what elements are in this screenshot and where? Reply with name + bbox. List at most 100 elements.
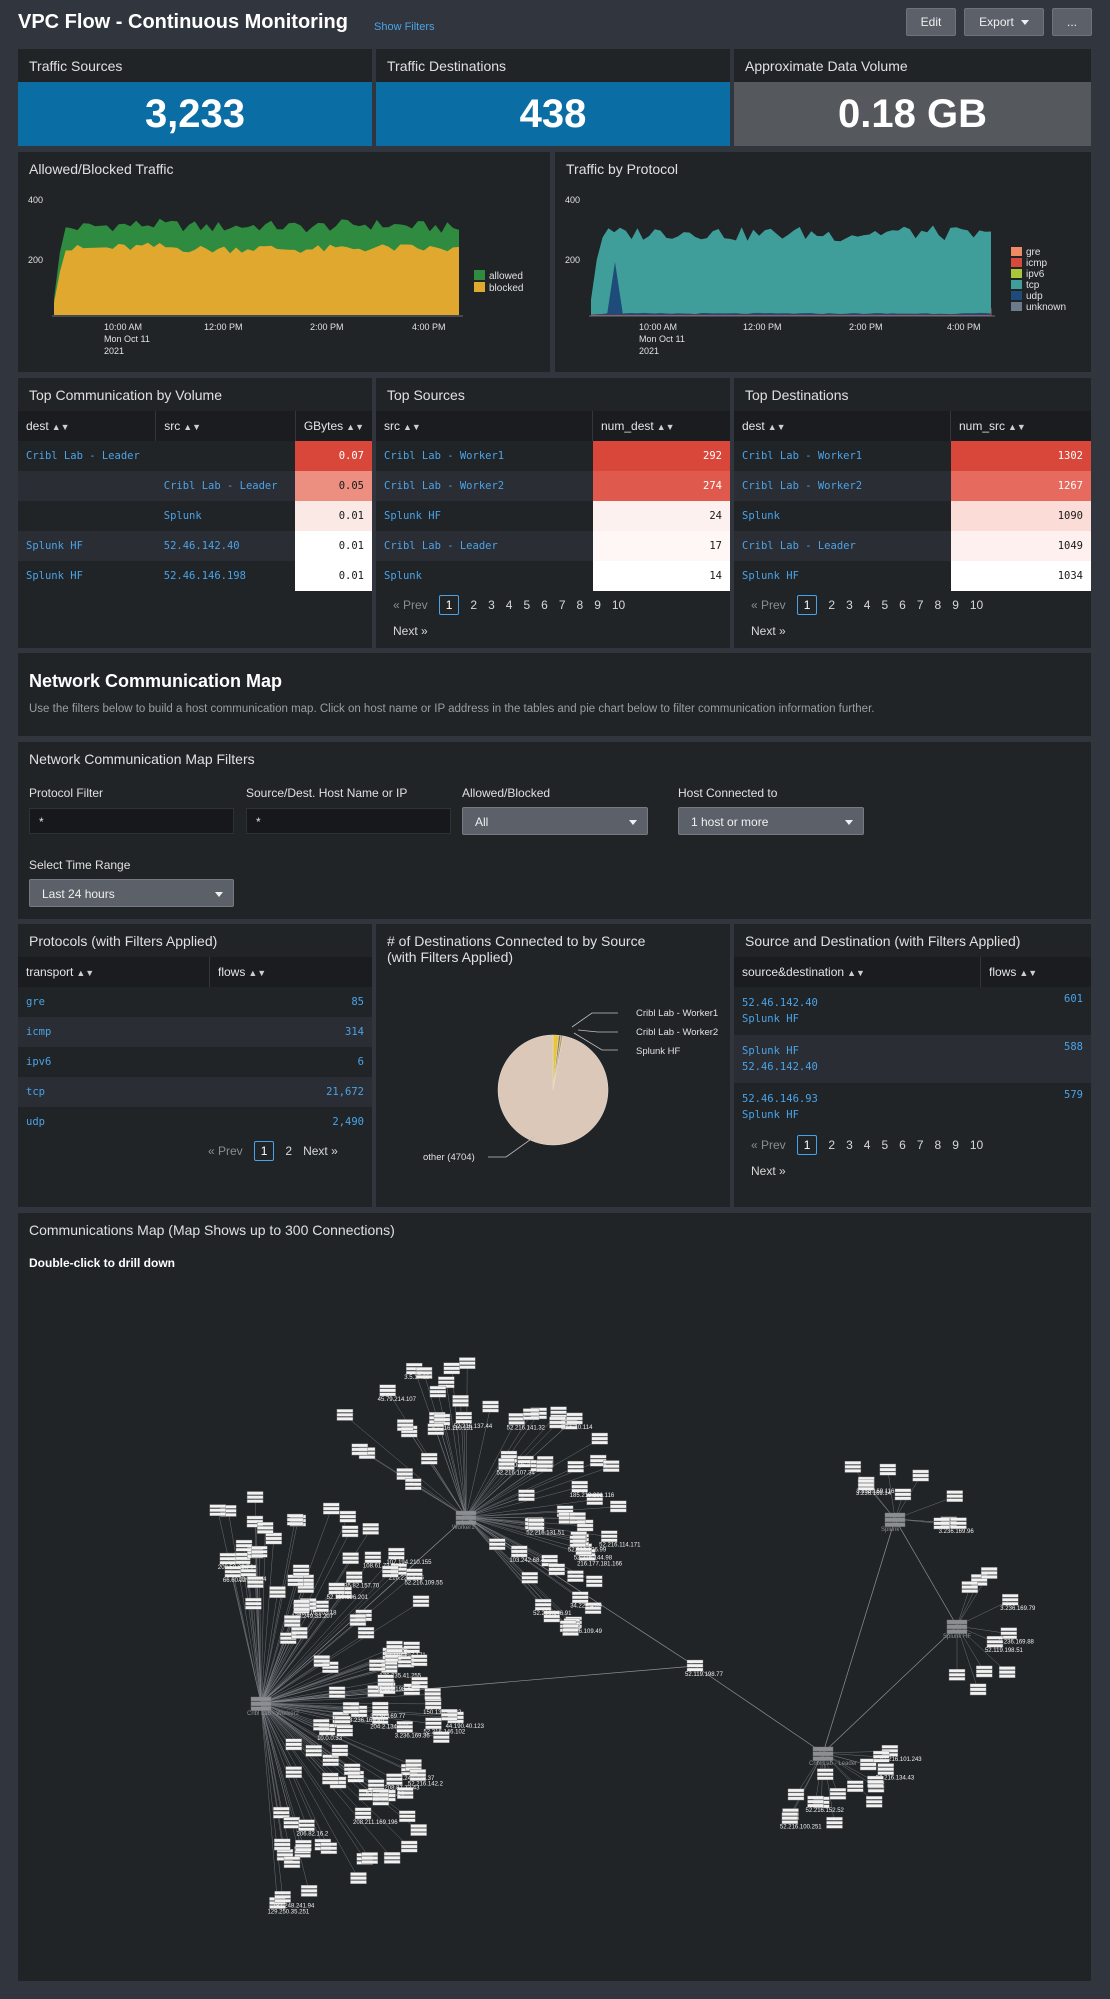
node-label[interactable]: 52.216.141.32 [507, 1425, 546, 1431]
server-node-icon[interactable] [420, 1452, 438, 1465]
node-label[interactable]: 52.216.142.2 [408, 1781, 444, 1787]
server-node-icon[interactable] [313, 1655, 330, 1667]
col-header-src[interactable]: src ▲▼ [376, 411, 593, 441]
node-label[interactable]: 10.0.0.164 [238, 1577, 267, 1583]
server-node-icon[interactable] [341, 1525, 359, 1538]
server-node-icon[interactable] [336, 1724, 353, 1737]
node-label[interactable]: 206.82.16.2 [297, 1832, 329, 1838]
pager-page[interactable]: 10 [969, 1138, 984, 1152]
server-node-icon[interactable] [235, 1539, 253, 1552]
dest-cell[interactable] [18, 501, 156, 531]
server-node-icon[interactable]: 3.236.169.88 [999, 1627, 1035, 1646]
node-label[interactable]: 52.216.109.55 [404, 1581, 443, 1587]
src-cell[interactable]: 52.46.142.40 [155, 531, 296, 561]
table-row[interactable]: Cribl Lab - Leader 0.05 [18, 471, 372, 501]
server-node-icon[interactable] [567, 1570, 584, 1583]
server-node-icon[interactable] [522, 1408, 540, 1420]
legend-label[interactable]: icmp [1026, 258, 1048, 269]
server-node-icon[interactable] [586, 1575, 603, 1588]
server-node-icon[interactable] [343, 1763, 361, 1776]
pager-page[interactable]: 4 [863, 1138, 871, 1152]
table-row[interactable]: Cribl Lab - Worker2 274 [376, 471, 730, 501]
pair-cell[interactable]: 52.46.142.40 Splunk HF [734, 987, 981, 1035]
server-node-icon[interactable] [362, 1523, 379, 1535]
pager-next[interactable]: Next » [303, 1144, 338, 1158]
pager-page[interactable]: 2 [285, 1144, 293, 1158]
node-label[interactable]: 209.50.63.74 [218, 1565, 254, 1571]
node-label[interactable]: 52.216.137.44 [454, 1424, 493, 1430]
pager-page[interactable]: 6 [541, 598, 548, 612]
server-node-icon[interactable] [610, 1500, 627, 1513]
pager-page[interactable]: 2 [828, 598, 836, 612]
server-node-icon[interactable] [284, 1615, 301, 1627]
pager-page[interactable]: 3 [846, 1138, 853, 1152]
server-node-icon[interactable] [396, 1468, 413, 1480]
server-node-icon[interactable] [459, 1357, 476, 1369]
gbytes-cell[interactable]: 0.01 [295, 531, 372, 561]
server-node-icon[interactable]: 185.218.231.116 [570, 1480, 615, 1499]
more-button[interactable]: ... [1052, 8, 1092, 36]
pager-page[interactable]: 5 [881, 1138, 889, 1152]
server-node-icon[interactable] [894, 1488, 912, 1501]
pager-page[interactable]: 9 [952, 598, 959, 612]
pager-prev[interactable]: « Prev [751, 1138, 786, 1152]
server-node-icon[interactable] [312, 1600, 329, 1613]
node-label[interactable]: 107.194.210.155 [386, 1560, 432, 1566]
server-node-icon[interactable] [433, 1731, 450, 1743]
table-row[interactable]: Cribl Lab - Worker2 1267 [734, 471, 1091, 501]
col-header-gbytes[interactable]: GBytes ▲▼ [295, 411, 372, 441]
server-node-icon[interactable] [415, 1367, 433, 1379]
table-row[interactable]: tcp 21,672 [18, 1077, 372, 1107]
server-node-icon[interactable] [336, 1409, 354, 1421]
node-label[interactable]: 35.82.157.70 [344, 1584, 380, 1590]
value-cell[interactable]: 1049 [950, 531, 1091, 561]
server-node-icon[interactable] [269, 1586, 286, 1598]
value-cell[interactable]: 17 [592, 531, 730, 561]
node-label[interactable]: 103.242.68.4 [509, 1558, 545, 1564]
server-node-icon[interactable] [998, 1666, 1016, 1678]
table-row[interactable]: Splunk HF 52.46.142.40 588 [734, 1035, 1091, 1083]
pie-label[interactable]: Cribl Lab - Worker2 [636, 1027, 718, 1038]
node-label[interactable]: 3.236.169.77 [370, 1714, 406, 1720]
name-cell[interactable]: tcp [18, 1077, 210, 1107]
table-row[interactable]: Cribl Lab - Worker1 1302 [734, 441, 1091, 471]
server-node-icon[interactable] [283, 1856, 301, 1868]
server-node-icon[interactable] [283, 1816, 300, 1829]
node-label[interactable]: 3.236.169.36 [395, 1733, 431, 1739]
server-node-icon[interactable] [250, 1696, 272, 1711]
server-node-icon[interactable] [273, 1806, 290, 1819]
pager-prev[interactable]: « Prev [208, 1144, 243, 1158]
destination-value[interactable]: 52.46.142.40 [742, 1061, 818, 1073]
pager-page[interactable]: 2 [470, 598, 478, 612]
dest-cell[interactable]: Splunk HF [18, 531, 156, 561]
table-row[interactable]: icmp 314 [18, 1017, 372, 1047]
node-label[interactable]: 150.136.0.232 [423, 1710, 462, 1716]
pager-next[interactable]: Next » [393, 624, 428, 638]
server-node-icon[interactable]: 182.248.241.94 [273, 1891, 315, 1909]
table-row[interactable]: Splunk HF 1034 [734, 561, 1091, 591]
server-node-icon[interactable] [292, 1564, 310, 1577]
pager-page[interactable]: 7 [916, 1138, 924, 1152]
node-label[interactable]: 185.218.231.116 [570, 1493, 615, 1499]
pager-page[interactable]: 4 [505, 598, 513, 612]
gbytes-cell[interactable]: 0.01 [295, 561, 372, 591]
server-node-icon[interactable] [328, 1686, 346, 1699]
node-label[interactable]: 66.60.22.240 [223, 1578, 259, 1584]
name-cell[interactable]: Splunk [376, 561, 593, 591]
node-label[interactable]: 52.216.100.251 [780, 1824, 822, 1830]
server-node-icon[interactable]: 52.216.146.102 [423, 1717, 466, 1736]
node-label[interactable]: 52.216.110.131 [432, 1426, 474, 1432]
col-header-num-src[interactable]: num_src ▲▼ [950, 411, 1091, 441]
pair-cell[interactable]: Splunk HF 52.46.142.40 [734, 1035, 981, 1083]
hub-label[interactable]: Splunk HF [943, 1634, 971, 1640]
table-row[interactable]: Splunk 1090 [734, 501, 1091, 531]
server-node-icon[interactable] [429, 1385, 447, 1398]
server-node-icon[interactable] [285, 1766, 302, 1778]
server-node-icon[interactable] [323, 1502, 340, 1515]
server-node-icon[interactable] [412, 1595, 430, 1608]
node-label[interactable]: 3.236.169.88 [999, 1640, 1035, 1646]
server-node-icon[interactable] [361, 1852, 379, 1864]
server-node-icon[interactable] [569, 1512, 586, 1524]
col-header-transport[interactable]: transport ▲▼ [18, 957, 210, 987]
dest-cell[interactable] [18, 471, 156, 501]
